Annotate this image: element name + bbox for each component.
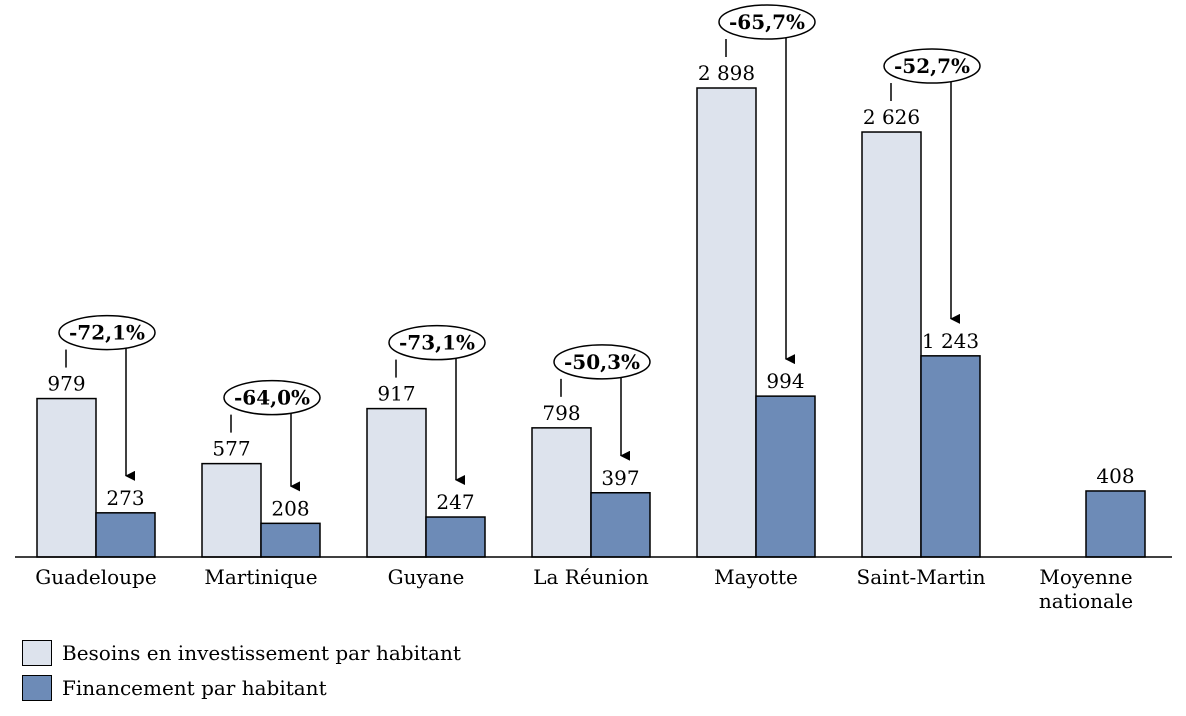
category-label-guadeloupe: Guadeloupe	[35, 565, 156, 589]
pct-ellipse-mayotte	[718, 4, 816, 40]
bar-financement-guadeloupe	[95, 512, 156, 558]
pct-label-saint-martin: -52,7%	[894, 54, 970, 78]
legend-swatch-financement	[22, 675, 52, 701]
bar-financement-saint-martin	[920, 355, 981, 558]
pct-label-la-r-union: -50,3%	[564, 350, 640, 374]
pct-label-guadeloupe: -72,1%	[69, 321, 145, 345]
pct-ellipse-saint-martin	[883, 48, 981, 84]
legend-label-financement: Financement par habitant	[62, 676, 327, 700]
bar-besoins-saint-martin	[861, 131, 922, 558]
category-label-guyane: Guyane	[388, 565, 465, 589]
value-label-financement-moyenne-nationale: 408	[1096, 464, 1134, 488]
category-label-mayotte: Mayotte	[714, 565, 798, 589]
value-label-financement-martinique: 208	[271, 496, 309, 520]
pct-ellipse-guyane	[388, 324, 486, 361]
labels-layer: 979 273 Guadeloupe 577 208 Martinique 917 247 Gu…	[35, 61, 1134, 613]
bar-besoins-guadeloupe	[36, 397, 97, 558]
pct-ellipse-guadeloupe	[58, 314, 156, 351]
annotations-layer: -72,1% -64,0% -73,1% -50,3% -65,7% -52,7%	[58, 4, 981, 492]
category-label-moyenne-nationale: Moyenne nationale	[1039, 565, 1133, 613]
category-label-martinique: Martinique	[204, 565, 317, 589]
bar-financement-guyane	[425, 516, 486, 558]
value-label-financement-la-r-union: 397	[601, 466, 639, 490]
pct-label-guyane: -73,1%	[399, 331, 475, 355]
bar-financement-mayotte	[755, 395, 816, 558]
bars-layer	[36, 87, 1146, 558]
value-label-besoins-mayotte: 2 898	[698, 61, 755, 85]
pct-ellipse-martinique	[223, 379, 321, 416]
legend-label-besoins: Besoins en investissement par habitant	[62, 641, 461, 665]
bar-besoins-martinique	[201, 462, 262, 558]
bar-besoins-mayotte	[696, 87, 757, 558]
legend-item-besoins: Besoins en investissement par habitant	[22, 640, 461, 666]
pct-label-mayotte: -65,7%	[729, 10, 805, 34]
bar-besoins-guyane	[366, 407, 427, 558]
pct-label-martinique: -64,0%	[234, 386, 310, 410]
value-label-financement-mayotte: 994	[766, 369, 804, 393]
bar-financement-moyenne-nationale	[1085, 490, 1146, 558]
bar-financement-martinique	[260, 522, 321, 558]
legend-swatch-besoins	[22, 640, 52, 666]
value-label-besoins-martinique: 577	[212, 437, 250, 461]
pct-ellipse-la-r-union	[553, 344, 651, 380]
value-label-besoins-saint-martin: 2 626	[863, 105, 920, 129]
value-label-besoins-guyane: 917	[377, 382, 415, 406]
bar-financement-la-r-union	[590, 492, 651, 558]
category-label-la-r-union: La Réunion	[533, 565, 649, 589]
legend-item-financement: Financement par habitant	[22, 675, 327, 701]
bar-besoins-la-r-union	[531, 427, 592, 558]
value-label-financement-saint-martin: 1 243	[922, 329, 979, 353]
value-label-financement-guadeloupe: 273	[106, 486, 144, 510]
category-label-saint-martin: Saint-Martin	[857, 565, 986, 589]
value-label-besoins-guadeloupe: 979	[47, 372, 85, 396]
value-label-besoins-la-r-union: 798	[542, 401, 580, 425]
value-label-financement-guyane: 247	[436, 490, 474, 514]
